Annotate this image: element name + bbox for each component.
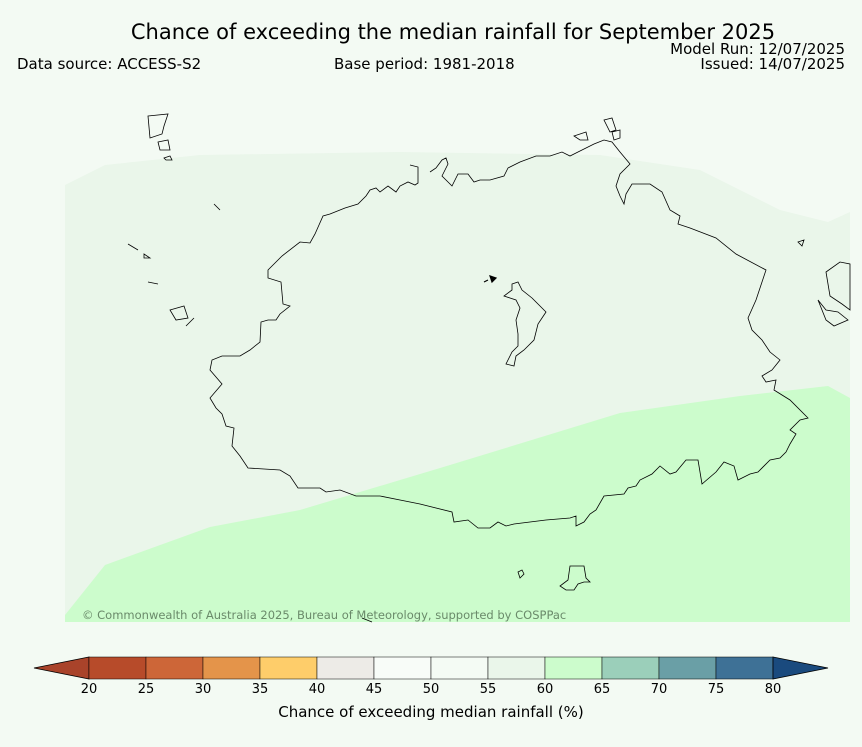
- data-source-label: Data source: ACCESS-S2: [17, 55, 202, 73]
- colorbar-segment: [145, 656, 204, 680]
- colorbar-extend-low: [33, 656, 90, 680]
- inner-lake-coastline: [503, 281, 547, 367]
- colorbar-tick-label: 70: [650, 682, 668, 697]
- colorbar-segment: [715, 656, 774, 680]
- colorbar-label: Chance of exceeding median rainfall (%): [278, 703, 584, 721]
- colorbar-tick-label: 80: [764, 682, 782, 697]
- colorbar-tick-label: 35: [251, 682, 269, 697]
- colorbar-segment: [373, 656, 432, 680]
- colorbar-segment: [430, 656, 489, 680]
- colorbar-tick-label: 30: [194, 682, 212, 697]
- colorbar-tick-label: 60: [536, 682, 554, 697]
- rainfall-map: [65, 113, 851, 623]
- island-south-1: [361, 565, 591, 623]
- island-east-1: [797, 239, 851, 327]
- island-west-1: [147, 113, 169, 139]
- model-run-label: Model Run: 12/07/2025: [670, 40, 845, 58]
- island-west-5: [169, 305, 195, 327]
- island-west-3: [163, 155, 173, 161]
- copyright-notice: © Commonwealth of Australia 2025, Bureau…: [82, 608, 567, 622]
- colorbar-tick-label: 25: [137, 682, 155, 697]
- colorbar-tick-label: 55: [479, 682, 497, 697]
- main-island-coastline: [209, 139, 809, 529]
- island-north-1: [573, 117, 621, 141]
- region-60-65: [65, 386, 850, 622]
- colorbar-segment: [544, 656, 603, 680]
- colorbar-tick-label: 75: [707, 682, 725, 697]
- issued-label: Issued: 14/07/2025: [700, 55, 845, 73]
- colorbar-segment: [487, 656, 546, 680]
- island-west-4: [127, 203, 221, 285]
- base-period-label: Base period: 1981-2018: [334, 55, 515, 73]
- island-west-2: [157, 139, 171, 151]
- colorbar-tick-label: 40: [308, 682, 326, 697]
- colorbar-tick-label: 65: [593, 682, 611, 697]
- colorbar-segment: [658, 656, 717, 680]
- colorbar-extend-high: [772, 656, 829, 680]
- colorbar-segment: [88, 656, 147, 680]
- inner-islet: [483, 275, 498, 284]
- colorbar-segment: [316, 656, 375, 680]
- colorbar-segment: [601, 656, 660, 680]
- colorbar-segment: [259, 656, 318, 680]
- colorbar: [33, 656, 829, 680]
- colorbar-segment: [202, 656, 261, 680]
- colorbar-tick-label: 50: [422, 682, 440, 697]
- map-title: Chance of exceeding the median rainfall …: [130, 20, 776, 44]
- colorbar-tick-label: 45: [365, 682, 383, 697]
- colorbar-tick-label: 20: [80, 682, 98, 697]
